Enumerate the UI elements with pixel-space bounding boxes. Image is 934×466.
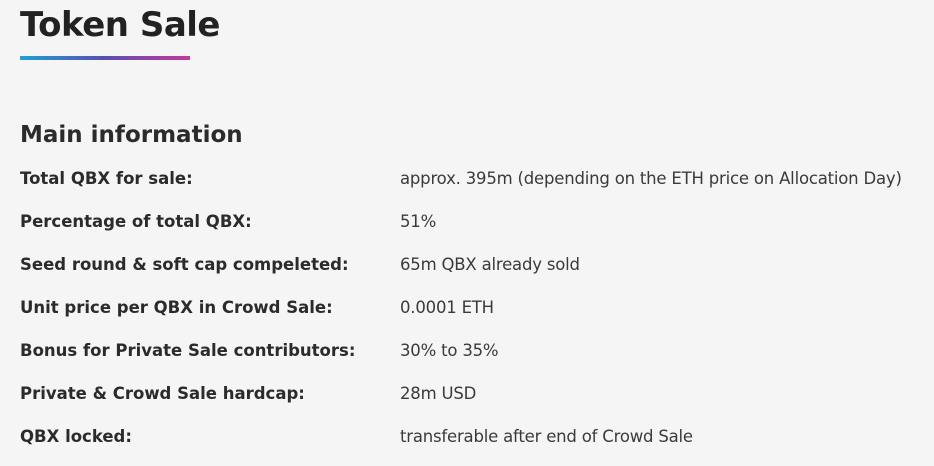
info-row: Percentage of total QBX: 51% xyxy=(20,202,934,245)
info-label: Percentage of total QBX: xyxy=(20,212,252,231)
info-value: 0.0001 ETH xyxy=(400,298,494,317)
info-row: Bonus for Private Sale contributors: 30%… xyxy=(20,331,934,374)
info-label: Seed round & soft cap compeleted: xyxy=(20,255,349,274)
title-underline xyxy=(20,56,190,60)
info-row: Total QBX for sale: approx. 395m (depend… xyxy=(20,159,934,202)
info-label: QBX locked: xyxy=(20,427,132,446)
info-value: 51% xyxy=(400,212,437,231)
info-value: 65m QBX already sold xyxy=(400,255,580,274)
info-value: transferable after end of Crowd Sale xyxy=(400,427,693,446)
info-label: Total QBX for sale: xyxy=(20,169,193,188)
info-value: 30% to 35% xyxy=(400,341,499,360)
info-label: Private & Crowd Sale hardcap: xyxy=(20,384,305,403)
info-row: Seed round & soft cap compeleted: 65m QB… xyxy=(20,245,934,288)
info-label: Bonus for Private Sale contributors: xyxy=(20,341,356,360)
info-row: Unit price per QBX in Crowd Sale: 0.0001… xyxy=(20,288,934,331)
info-value: 28m USD xyxy=(400,384,477,403)
main-information-table: Total QBX for sale: approx. 395m (depend… xyxy=(20,159,934,460)
info-value: approx. 395m (depending on the ETH price… xyxy=(400,169,902,188)
info-row: Private & Crowd Sale hardcap: 28m USD xyxy=(20,374,934,417)
section-heading-main-information: Main information xyxy=(20,122,243,148)
info-label: Unit price per QBX in Crowd Sale: xyxy=(20,298,333,317)
info-row: QBX locked: transferable after end of Cr… xyxy=(20,417,934,460)
page-title: Token Sale xyxy=(20,5,220,45)
